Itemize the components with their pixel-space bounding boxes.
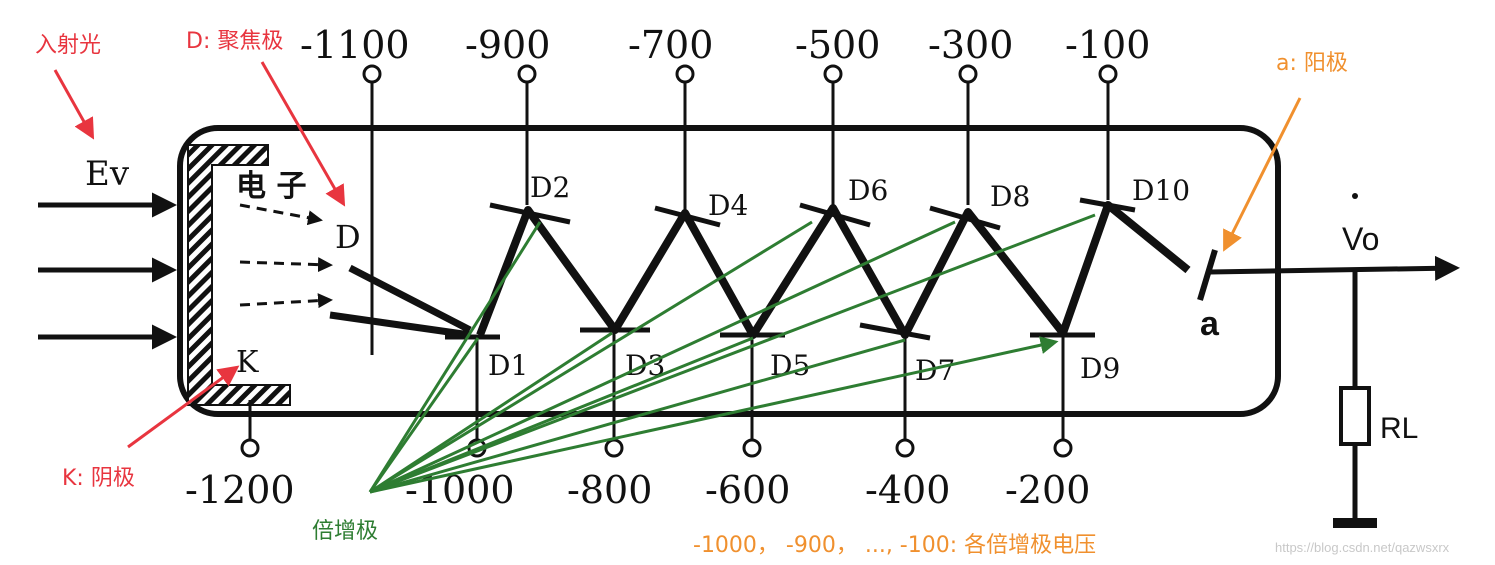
photocathode xyxy=(187,144,291,406)
dynode-label-d6: D6 xyxy=(848,174,888,207)
ground-bar xyxy=(1333,518,1377,528)
rl-label: RL xyxy=(1380,412,1418,445)
bottom-voltage-6: -200 xyxy=(1005,468,1090,512)
incident-light-annotation: 入射光 xyxy=(35,33,101,58)
top-voltage-4: -500 xyxy=(795,23,880,67)
vo-label: Vo xyxy=(1342,221,1379,257)
anode-annotation-arrow xyxy=(1223,97,1302,252)
top-voltage-3: -700 xyxy=(628,23,713,67)
output-line xyxy=(1209,255,1460,281)
electron-beam-to-d1 xyxy=(329,264,472,339)
top-voltage-2: -900 xyxy=(465,23,550,67)
top-voltage-6: -100 xyxy=(1065,23,1150,67)
top-voltage-1: -1100 xyxy=(300,23,410,67)
vo-dot xyxy=(1352,193,1358,199)
watermark: https://blog.csdn.net/qazwsxrx xyxy=(1275,540,1450,555)
anode-label: a xyxy=(1200,305,1220,343)
voltage-note-annotation: -1000， -900， ..., -100: 各倍增极电压 xyxy=(693,533,1096,558)
dynode-pointer-lines xyxy=(368,213,1096,494)
top-voltage-5: -300 xyxy=(928,23,1013,67)
anode-plate xyxy=(1197,249,1218,301)
top-terminals xyxy=(362,64,1118,84)
bottom-terminals xyxy=(240,438,1073,458)
bottom-voltage-2: -1000 xyxy=(405,468,515,512)
cathode-annotation-arrow xyxy=(127,365,240,449)
dynode-annotation: 倍增极 xyxy=(312,519,378,544)
bottom-leads xyxy=(248,330,1065,440)
ev-label: Ev xyxy=(85,154,130,194)
focus-label: D xyxy=(335,218,361,256)
incident-light-arrows xyxy=(38,192,177,350)
electron-label: 电 子 xyxy=(236,169,306,204)
top-leads xyxy=(525,80,1110,210)
focus-annotation-arrow xyxy=(260,61,346,207)
focus-annotation: D: 聚焦极 xyxy=(186,29,283,54)
bottom-voltage-4: -600 xyxy=(705,468,790,512)
dynode-label-d10: D10 xyxy=(1132,174,1190,207)
dynode-label-d1: D1 xyxy=(488,349,528,382)
incident-light-arrow xyxy=(53,69,95,140)
bottom-voltage-1: -1200 xyxy=(185,468,295,512)
bottom-voltage-3: -800 xyxy=(567,468,652,512)
cathode-label: K xyxy=(236,345,259,380)
rl-resistor xyxy=(1339,386,1371,446)
dynode-label-d4: D4 xyxy=(708,189,748,222)
bottom-voltage-5: -400 xyxy=(865,468,950,512)
anode-annotation: a: 阳极 xyxy=(1276,51,1348,76)
dynode-label-d9: D9 xyxy=(1080,352,1120,385)
dynode-label-d8: D8 xyxy=(990,180,1030,213)
cathode-annotation: K: 阴极 xyxy=(62,466,135,491)
electron-cascade xyxy=(476,201,1191,339)
electron-path-arrows xyxy=(239,203,333,309)
dynode-label-d2: D2 xyxy=(530,171,570,204)
